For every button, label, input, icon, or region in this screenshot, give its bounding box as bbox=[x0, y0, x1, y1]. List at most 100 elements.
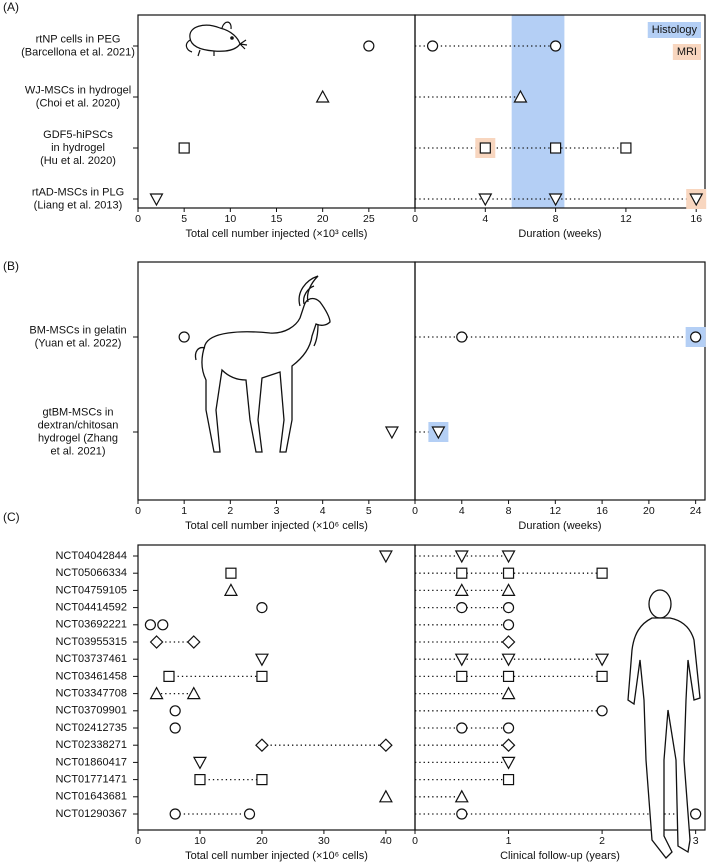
x-tick-label: 3 bbox=[274, 505, 280, 517]
x-axis-title: Total cell number injected (×10⁶ cells) bbox=[185, 850, 368, 862]
x-tick-label: 10 bbox=[224, 213, 236, 225]
plot-frame bbox=[414, 544, 706, 831]
marker bbox=[426, 40, 439, 52]
marker bbox=[502, 722, 515, 734]
x-tick-label: 10 bbox=[194, 835, 206, 847]
marker bbox=[550, 40, 562, 52]
x-tick-label: 0 bbox=[135, 505, 141, 517]
marker bbox=[501, 653, 516, 667]
row-label: NCT04759105 bbox=[55, 584, 127, 596]
row-label: (Choi et al. 2020) bbox=[36, 97, 120, 109]
x-tick-label: 1 bbox=[506, 835, 512, 847]
panel-label: (B) bbox=[3, 259, 19, 273]
marker bbox=[186, 635, 201, 649]
x-tick-label: 16 bbox=[690, 213, 702, 225]
marker bbox=[620, 142, 632, 154]
row-label: NCT01860417 bbox=[55, 756, 127, 768]
marker bbox=[456, 670, 468, 683]
marker bbox=[502, 567, 515, 579]
marker bbox=[254, 653, 269, 667]
row-label: WJ-MSCs in hydrogel bbox=[25, 84, 131, 96]
marker bbox=[595, 653, 610, 667]
marker bbox=[144, 619, 156, 631]
x-tick-label: 0 bbox=[135, 213, 141, 225]
x-tick-label: 8 bbox=[506, 505, 512, 517]
marker bbox=[378, 789, 393, 803]
row-label: rtAD-MSCs in PLG bbox=[32, 186, 124, 198]
marker bbox=[502, 601, 515, 614]
marker bbox=[431, 426, 446, 440]
marker bbox=[223, 583, 238, 597]
x-tick-label: 0 bbox=[135, 835, 141, 847]
x-tick-label: 8 bbox=[553, 213, 559, 225]
marker bbox=[149, 686, 164, 700]
row-label: NCT02338271 bbox=[55, 739, 127, 751]
row-label: NCT04414592 bbox=[55, 602, 127, 614]
row-label: NCT01643681 bbox=[55, 791, 127, 803]
x-tick-label: 20 bbox=[256, 835, 268, 847]
marker bbox=[456, 722, 468, 734]
x-tick-label: 4 bbox=[320, 505, 326, 517]
row-label: (Liang et al. 2013) bbox=[34, 199, 123, 211]
x-tick-label: 24 bbox=[690, 505, 702, 517]
marker bbox=[548, 193, 563, 207]
x-tick-label: 16 bbox=[596, 505, 608, 517]
x-tick-label: 12 bbox=[549, 505, 561, 517]
rat-icon bbox=[185, 21, 248, 57]
marker bbox=[479, 142, 491, 154]
row-label: NCT04042844 bbox=[55, 550, 127, 562]
marker bbox=[256, 670, 268, 683]
x-tick-label: 5 bbox=[181, 213, 187, 225]
marker bbox=[243, 808, 256, 820]
row-label: et al. 2021) bbox=[50, 445, 105, 457]
marker bbox=[315, 89, 330, 103]
x-tick-label: 12 bbox=[620, 213, 632, 225]
x-tick-label: 30 bbox=[318, 835, 330, 847]
panel-label: (A) bbox=[3, 0, 19, 14]
marker bbox=[550, 142, 562, 154]
legend-label: Histology bbox=[652, 24, 698, 36]
marker bbox=[501, 583, 516, 597]
plot-frame bbox=[137, 261, 416, 501]
marker bbox=[169, 808, 181, 820]
marker bbox=[690, 331, 702, 343]
marker bbox=[501, 635, 516, 649]
plot-frame bbox=[137, 544, 416, 831]
marker bbox=[454, 550, 469, 564]
marker bbox=[690, 808, 702, 820]
legend-label: MRI bbox=[677, 46, 697, 58]
row-label: GDF5-hiPSCs bbox=[43, 129, 113, 141]
row-label: NCT03692221 bbox=[55, 619, 127, 631]
marker bbox=[149, 635, 164, 649]
goat-icon bbox=[194, 275, 331, 453]
marker bbox=[178, 331, 190, 343]
x-axis-title: Duration (weeks) bbox=[518, 520, 601, 532]
x-tick-label: 15 bbox=[271, 213, 283, 225]
row-label: (Hu et al. 2020) bbox=[40, 155, 116, 167]
marker bbox=[596, 567, 608, 579]
x-tick-label: 0 bbox=[412, 213, 418, 225]
x-tick-label: 2 bbox=[599, 835, 605, 847]
x-tick-label: 5 bbox=[366, 505, 372, 517]
marker bbox=[178, 142, 190, 154]
marker bbox=[255, 738, 269, 753]
row-label: NCT03955315 bbox=[55, 636, 127, 648]
x-tick-label: 3 bbox=[693, 835, 699, 847]
row-label: (Yuan et al. 2022) bbox=[35, 337, 122, 349]
marker bbox=[456, 567, 468, 579]
row-label: NCT02412735 bbox=[55, 722, 127, 734]
marker bbox=[513, 89, 528, 103]
marker bbox=[157, 619, 169, 631]
x-tick-label: 2 bbox=[227, 505, 233, 517]
marker bbox=[384, 426, 399, 440]
plot-frame bbox=[414, 261, 706, 501]
marker bbox=[169, 705, 181, 717]
marker bbox=[501, 550, 516, 564]
x-axis-title: Total cell number injected (×10⁶ cells) bbox=[185, 520, 368, 532]
plot-frame bbox=[414, 14, 706, 209]
row-label: rtNP cells in PEG bbox=[36, 33, 121, 45]
x-axis-title: Total cell number injected (×10³ cells) bbox=[186, 228, 368, 240]
row-label: (Barcellona et al. 2021) bbox=[21, 46, 135, 58]
row-label: hydrogel (Zhang bbox=[38, 432, 118, 444]
